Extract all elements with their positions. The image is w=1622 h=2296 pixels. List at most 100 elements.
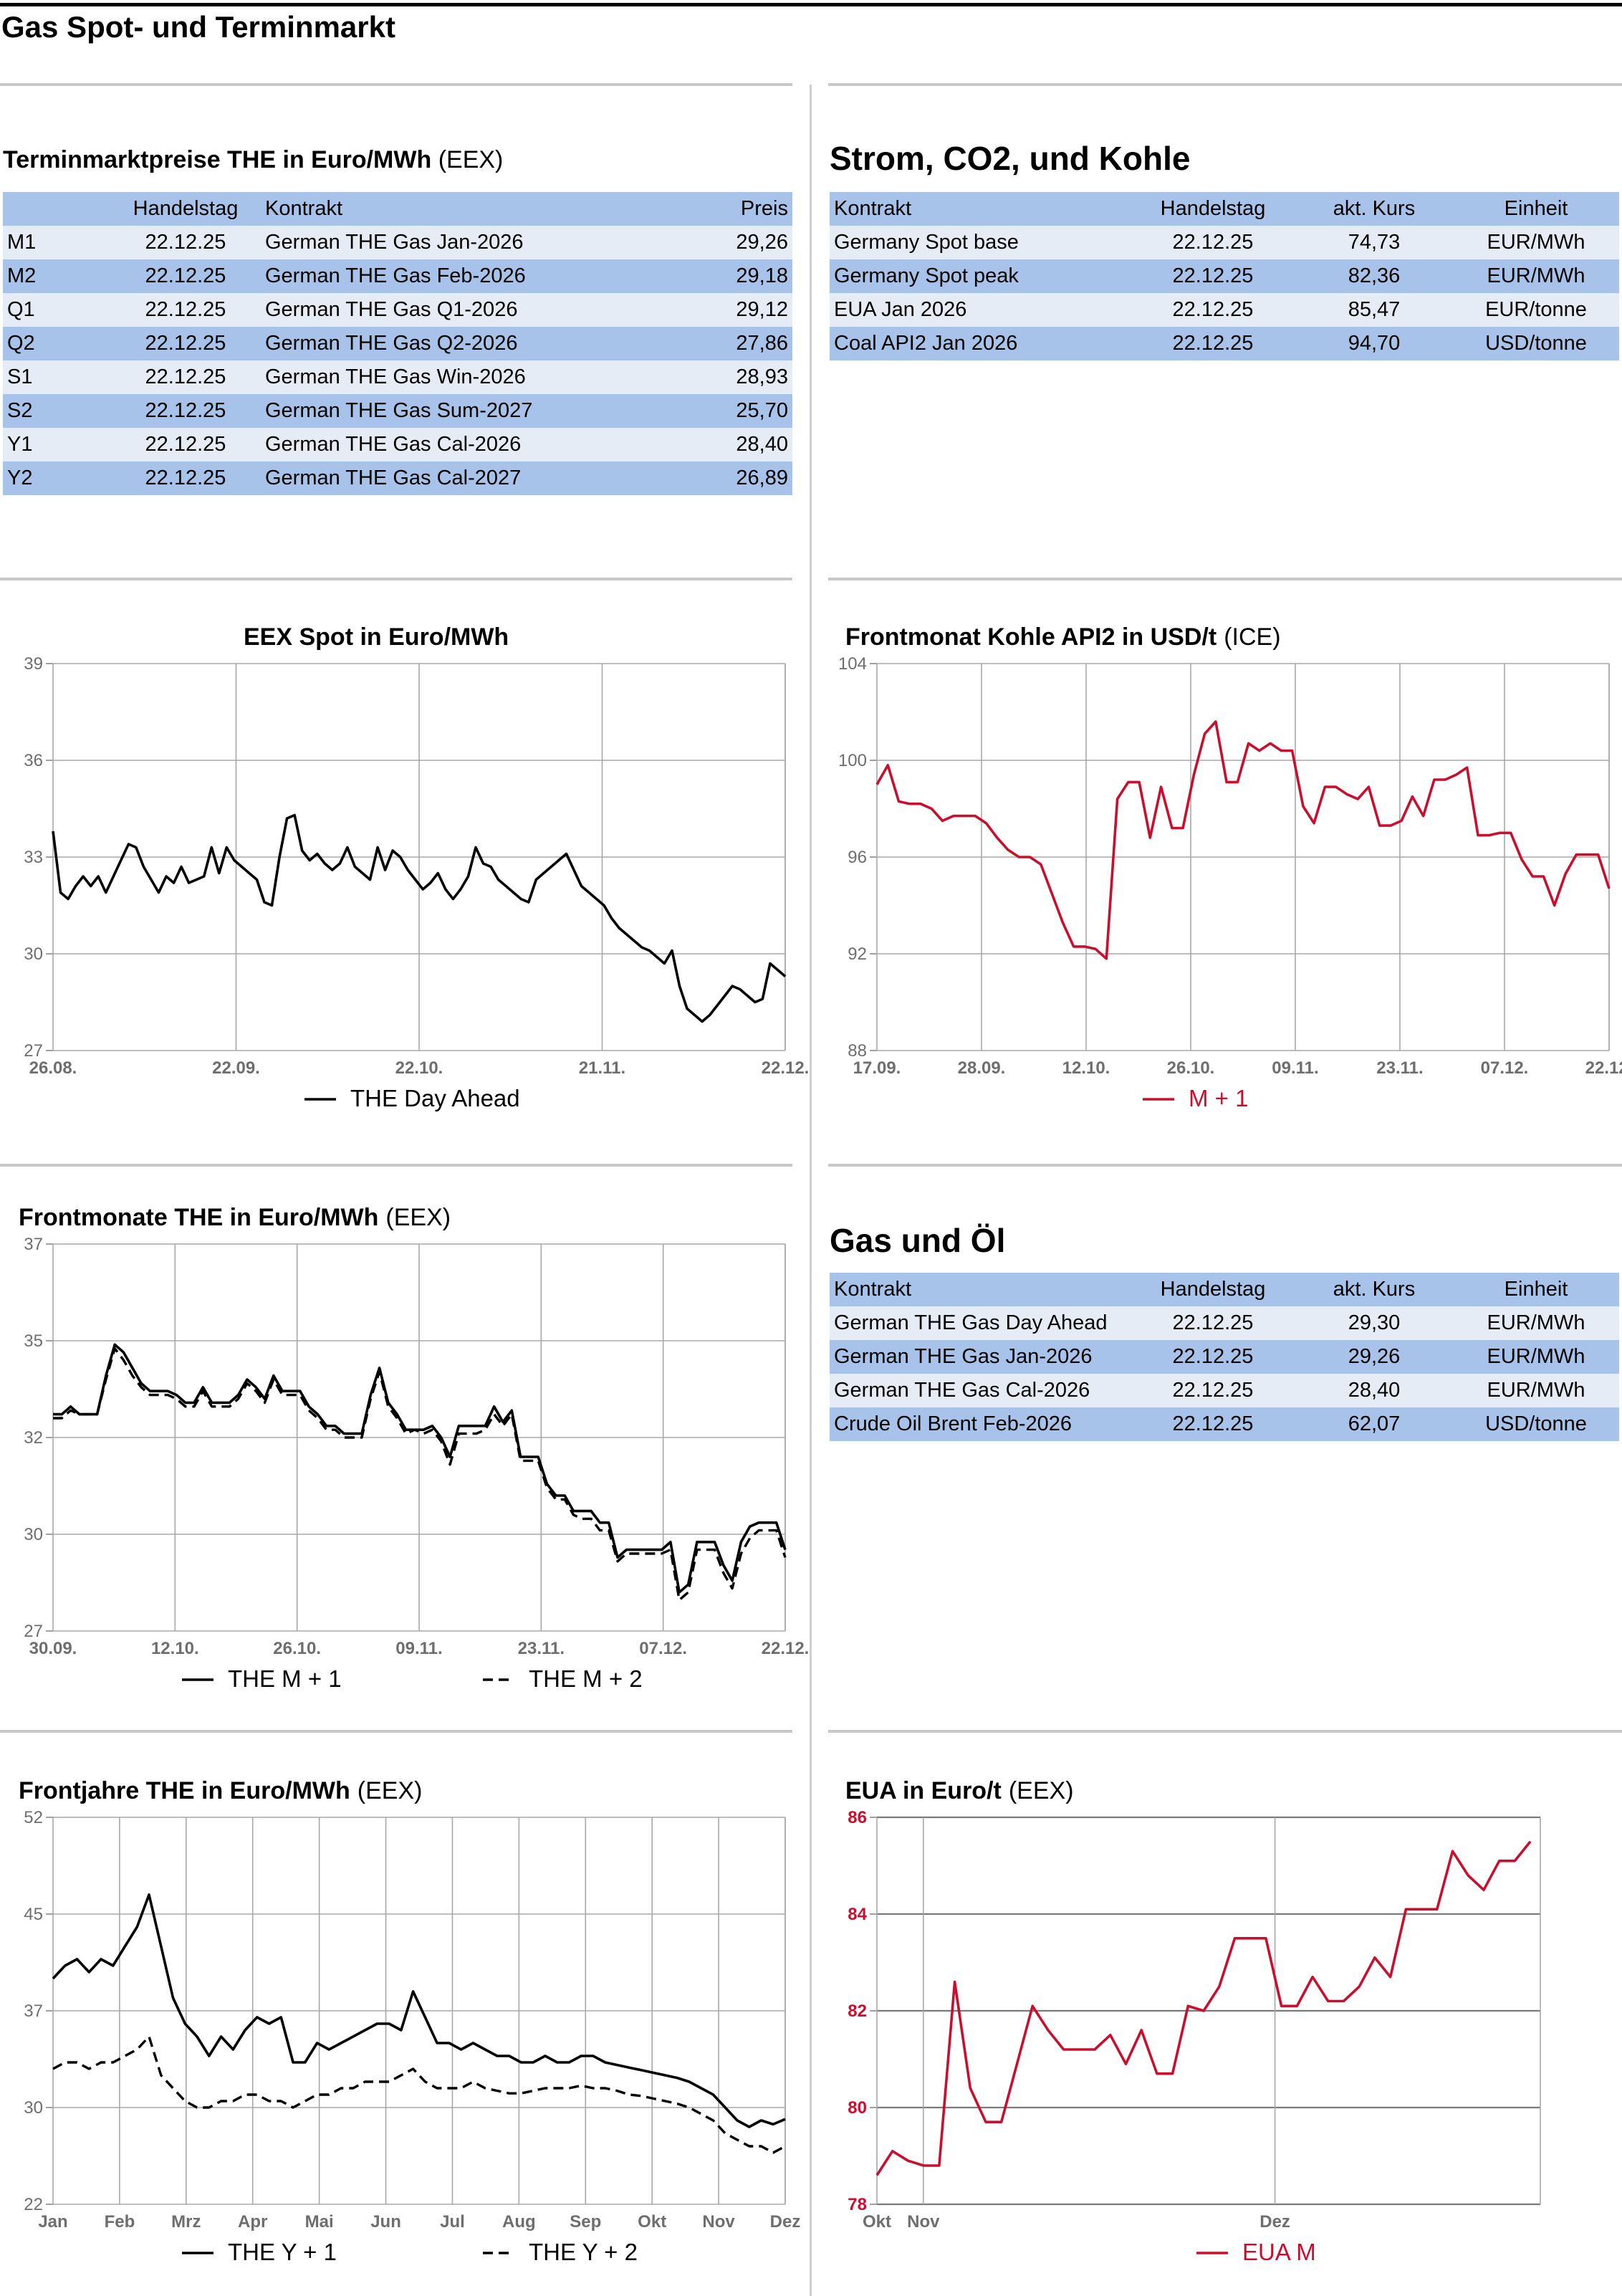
x-tick-label: 23.11. [518, 1639, 565, 1658]
table-cell: Germany Spot peak [834, 264, 1019, 287]
y-tick-label: 30 [24, 2098, 43, 2118]
chart-title: Frontmonate THE in Euro/MWh [19, 1204, 378, 1231]
y-tick-label: 80 [848, 2098, 867, 2118]
table-cell: 29,26 [1348, 1345, 1401, 1368]
section-rule [0, 578, 792, 580]
x-tick-label: 12.10. [151, 1639, 199, 1658]
table-row: Germany Spot base 22.12.25 74,73 EUR/MWh [830, 226, 1619, 259]
table-cell: 28,40 [736, 433, 788, 456]
table-cell: EUR/MWh [1487, 1379, 1585, 1402]
y-tick-label: 88 [848, 1041, 867, 1061]
table-row: M2 22.12.25 German THE Gas Feb-2026 29,18 [3, 259, 792, 293]
x-tick-label: Sep [570, 2212, 601, 2232]
x-tick-label: Nov [907, 2212, 940, 2232]
table-cell: 22.12.25 [145, 332, 226, 355]
section-rule [0, 83, 792, 86]
y-tick-label: 27 [24, 1622, 43, 1641]
column-divider [810, 85, 812, 2296]
x-tick-label: 22.09. [212, 1058, 260, 1078]
y-tick-label: 84 [848, 1905, 867, 1924]
table-row: M1 22.12.25 German THE Gas Jan-2026 29,26 [3, 226, 792, 259]
chart-title: Frontmonat Kohle API2 in USD/t [845, 623, 1216, 651]
series-line-2 [52, 2035, 786, 2154]
table-cell: S2 [7, 399, 33, 422]
y-tick-label: 33 [24, 848, 43, 867]
series-line-2 [53, 1347, 787, 1602]
column-header: Kontrakt [265, 197, 342, 220]
x-tick-label: 07.12. [639, 1639, 687, 1658]
table-cell: 22.12.25 [1172, 332, 1254, 355]
table-cell: 22.12.25 [145, 264, 226, 287]
legend-label: EUA M [1242, 2239, 1316, 2265]
y-tick-label: 100 [838, 751, 867, 770]
gasoel-table: Kontrakt Handelstag akt. Kurs Einheit German… [830, 1273, 1619, 1441]
frontjahre-chart: Frontjahre THE in Euro/MWh (EEX) 52 45 37 30 2… [19, 1777, 800, 2265]
table-row: Y1 22.12.25 German THE Gas Cal-2026 28,40 [3, 428, 792, 461]
table-cell: German THE Gas Q1-2026 [265, 298, 518, 321]
table-header-row: Kontrakt Handelstag akt. Kurs Einheit [830, 192, 1619, 226]
x-tick-label: Aug [502, 2212, 536, 2232]
table-cell: German THE Gas Q2-2026 [265, 332, 518, 355]
table-row: Germany Spot peak 22.12.25 82,36 EUR/MWh [830, 259, 1619, 293]
table-cell: M2 [7, 264, 37, 287]
terminmarkt-title: Terminmarktpreise THE in Euro/MWh (EEX) [3, 146, 503, 174]
chart-title: Frontjahre THE in Euro/MWh [19, 1777, 350, 1804]
x-tick-label: 12.10. [1062, 1058, 1110, 1078]
x-tick-label: 26.10. [1167, 1058, 1215, 1078]
table-cell: Q1 [7, 298, 35, 321]
table-header-row: Kontrakt Handelstag akt. Kurs Einheit [830, 1273, 1619, 1306]
y-tick-label: 52 [24, 1808, 43, 1827]
x-tick-label: Mrz [171, 2212, 201, 2232]
legend-label: THE Day Ahead [350, 1085, 520, 1111]
series-line-1 [875, 720, 1611, 960]
strom-table: Kontrakt Handelstag akt. Kurs Einheit German… [830, 192, 1619, 360]
table-cell: 22.12.25 [145, 365, 226, 388]
x-tick-label: Apr [238, 2212, 267, 2232]
table-cell: German THE Gas Cal-2027 [265, 467, 522, 489]
x-tick-label: Dez [770, 2212, 801, 2232]
table-cell: 22.12.25 [145, 399, 226, 422]
table-cell: 22.12.25 [145, 298, 226, 321]
table-row: Coal API2 Jan 2026 22.12.25 94,70 USD/tonne [830, 327, 1619, 360]
x-tick-label: 07.12. [1481, 1058, 1529, 1078]
table-cell: German THE Gas Feb-2026 [265, 264, 526, 287]
section-rule [828, 578, 1622, 580]
table-cell: 27,86 [736, 332, 788, 355]
table-cell: 25,70 [736, 399, 788, 422]
table-cell: 85,47 [1348, 298, 1401, 321]
chart-title: EEX Spot in Euro/MWh [244, 623, 509, 651]
y-tick-label: 92 [848, 944, 867, 964]
table-cell: 74,73 [1348, 231, 1401, 254]
table-cell: 22.12.25 [1172, 1345, 1254, 1368]
page-title: Gas Spot- und Terminmarkt [1, 10, 395, 44]
table-cell: 22.12.25 [1172, 1311, 1254, 1334]
table-cell: EUR/tonne [1485, 298, 1587, 321]
chart-title-source: (EEX) [357, 1777, 423, 1804]
section-rule [0, 1730, 792, 1733]
y-tick-label: 45 [24, 1905, 43, 1924]
table-cell: EUR/MWh [1487, 1345, 1585, 1368]
table-row: EUA Jan 2026 22.12.25 85,47 EUR/tonne [830, 293, 1619, 327]
column-header: Handelstag [1160, 197, 1266, 220]
table-cell: 29,30 [1348, 1311, 1401, 1334]
section-rule [828, 83, 1622, 86]
terminmarkt-title-source: (EEX) [438, 146, 504, 173]
column-header: Einheit [1504, 1278, 1568, 1301]
table-cell: USD/tonne [1485, 1412, 1587, 1435]
series-line-1 [52, 1893, 786, 2128]
y-tick-label: 96 [848, 848, 867, 867]
y-tick-label: 32 [24, 1428, 43, 1448]
x-tick-label: 09.11. [395, 1639, 442, 1658]
x-tick-label: Okt [638, 2212, 666, 2232]
y-tick-label: 36 [24, 751, 43, 770]
x-tick-label: Mai [305, 2212, 334, 2232]
table-cell: German THE Gas Day Ahead [834, 1311, 1108, 1334]
table-row: S2 22.12.25 German THE Gas Sum-2027 25,70 [3, 394, 792, 428]
section-rule [828, 1164, 1622, 1167]
table-cell: 94,70 [1348, 332, 1401, 355]
series-line-1 [53, 1343, 787, 1594]
table-cell: EUR/MWh [1487, 231, 1585, 254]
table-cell: 62,07 [1348, 1412, 1401, 1435]
x-tick-label: 26.10. [273, 1639, 321, 1658]
